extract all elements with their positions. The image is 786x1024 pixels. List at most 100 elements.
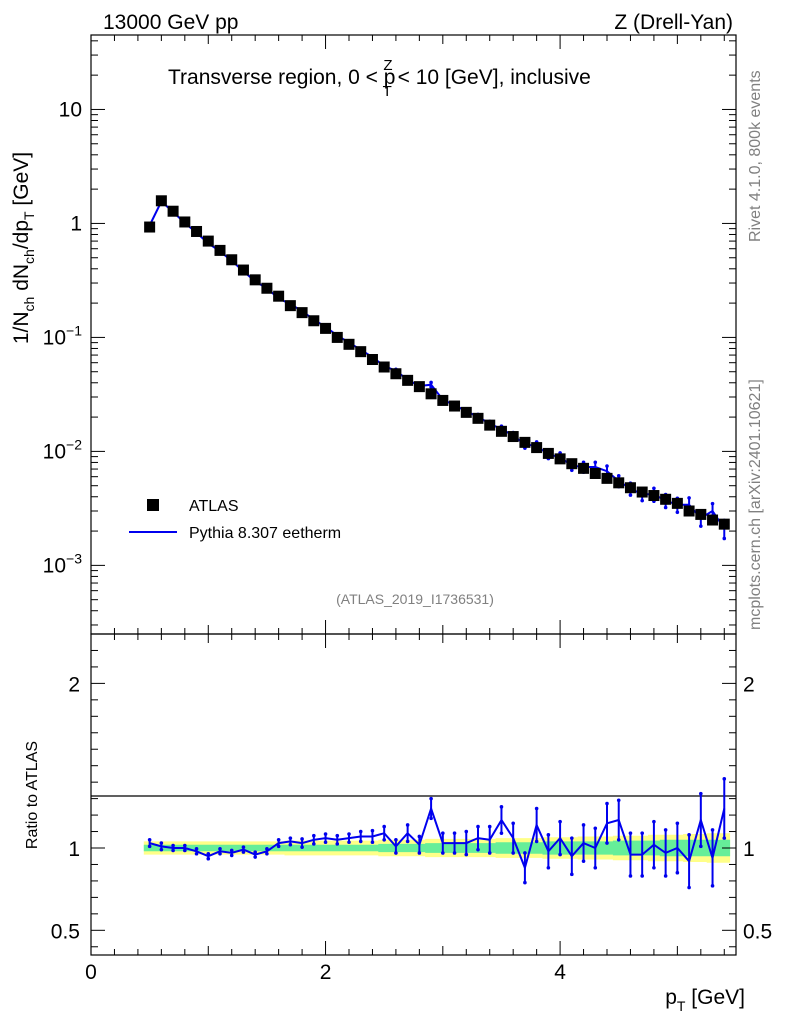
ratio-error-cap bbox=[429, 816, 433, 821]
plot-title: Transverse region, 0 < pZ T < 10 [GeV], i… bbox=[168, 57, 591, 100]
ratio-error-cap bbox=[687, 885, 691, 890]
atlas-data-point bbox=[695, 508, 707, 520]
ratio-error-cap bbox=[476, 847, 480, 852]
atlas-data-point bbox=[437, 394, 449, 406]
ratio-error-cap bbox=[499, 831, 504, 835]
y-tick-label: 10−3 bbox=[43, 550, 83, 577]
pythia-line bbox=[148, 199, 726, 530]
atlas-data-point bbox=[589, 467, 601, 479]
ratio-y-axis-label: Ratio to ATLAS bbox=[24, 741, 41, 849]
ratio-error-cap bbox=[147, 837, 152, 842]
atlas-data-point bbox=[531, 442, 543, 454]
ratio-error-cap bbox=[616, 837, 621, 842]
ratio-error-cap bbox=[429, 796, 433, 801]
ratio-error-cap bbox=[159, 847, 164, 852]
ratio-error-cap bbox=[347, 832, 351, 836]
ratio-error-cap bbox=[276, 837, 281, 842]
ratio-error-cap bbox=[265, 847, 269, 851]
atlas-data-point bbox=[554, 453, 566, 465]
ratio-error-cap bbox=[183, 848, 187, 853]
main-y-tick-labels: 10−3 10−2 10−1 1 10 bbox=[43, 98, 83, 577]
ratio-error-cap bbox=[652, 865, 656, 870]
ratio-error-cap bbox=[218, 847, 222, 851]
ratio-error-cap bbox=[417, 851, 422, 855]
ratio-error-cap bbox=[511, 821, 515, 826]
atlas-data-point bbox=[402, 374, 414, 386]
ratio-error-cap bbox=[523, 880, 527, 885]
legend: ATLAS Pythia 8.307 eetherm bbox=[129, 498, 341, 542]
ratio-error-cap bbox=[194, 851, 199, 856]
atlas-data-point bbox=[425, 388, 437, 400]
pythia-error-cap bbox=[570, 468, 574, 473]
ratio-y-tick-labels: 0.5 0.5 1 1 2 2 bbox=[51, 673, 772, 943]
ratio-error-cap bbox=[476, 824, 480, 829]
ratio-error-cap bbox=[300, 845, 304, 849]
ratio-error-cap bbox=[312, 842, 316, 846]
ratio-y-tick-label-left: 0.5 bbox=[51, 920, 80, 943]
ratio-error-cap bbox=[265, 851, 269, 856]
ratio-error-cap bbox=[370, 828, 375, 833]
atlas-data-point bbox=[495, 425, 507, 437]
atlas-data-point bbox=[636, 486, 648, 498]
header-left: 13000 GeV pp bbox=[103, 11, 238, 34]
ratio-y-tick-label-left: 1 bbox=[68, 838, 80, 861]
ratio-error-cap bbox=[405, 839, 410, 844]
atlas-data-point bbox=[460, 406, 472, 418]
ratio-error-cap bbox=[394, 851, 398, 855]
ratio-error-cap bbox=[722, 777, 727, 781]
ratio-error-cap bbox=[699, 791, 703, 796]
ratio-error-cap bbox=[605, 841, 609, 845]
atlas-data-point bbox=[296, 307, 308, 319]
pythia-error-cap bbox=[429, 385, 433, 389]
ratio-line bbox=[149, 805, 726, 871]
x-tick-labels: 0 2 4 bbox=[85, 961, 566, 984]
pythia-error-cap bbox=[722, 536, 727, 541]
atlas-data-point bbox=[378, 361, 390, 373]
ratio-error-cap bbox=[159, 841, 164, 845]
ratio-error-cap bbox=[640, 831, 644, 835]
analysis-id: (ATLAS_2019_I1736531) bbox=[336, 591, 494, 607]
x-tick-label: 4 bbox=[554, 961, 566, 984]
ratio-error-cap bbox=[382, 824, 386, 829]
atlas-data-point bbox=[542, 447, 554, 459]
atlas-data-point bbox=[707, 514, 719, 526]
ratio-error-cap bbox=[452, 851, 457, 855]
y-tick-label: 1 bbox=[70, 212, 82, 235]
atlas-data-point bbox=[519, 436, 531, 448]
ratio-error-cap bbox=[147, 844, 152, 849]
ratio-error-cap bbox=[464, 852, 469, 857]
ratio-error-cap bbox=[288, 836, 293, 840]
ratio-error-cap bbox=[171, 843, 175, 848]
ratio-error-cap bbox=[206, 856, 211, 861]
ratio-error-cap bbox=[382, 837, 386, 842]
ratio-error-cap bbox=[253, 855, 257, 859]
ratio-error-cap bbox=[570, 836, 574, 840]
y-tick-label: 10−1 bbox=[43, 322, 83, 349]
atlas-data-point bbox=[366, 354, 378, 366]
pythia-error-cap bbox=[593, 460, 598, 465]
ratio-error-cap bbox=[464, 829, 469, 834]
ratio-plot-panel: 0.5 0.5 1 1 2 2 0 2 4 Ratio to ATLAS pT [GeV] bbox=[24, 633, 772, 1014]
ratio-error-cap bbox=[710, 828, 715, 832]
atlas-data-point bbox=[284, 300, 296, 312]
ratio-error-cap bbox=[417, 834, 422, 839]
atlas-data-point bbox=[718, 518, 730, 530]
ratio-error-cap bbox=[452, 831, 457, 835]
ratio-error-cap bbox=[675, 870, 680, 875]
ratio-error-cap bbox=[534, 806, 539, 811]
ratio-error-cap bbox=[593, 865, 598, 870]
atlas-data-point bbox=[390, 368, 402, 380]
ratio-error-cap bbox=[640, 874, 644, 878]
atlas-data-point bbox=[155, 195, 167, 207]
header-right: Z (Drell-Yan) bbox=[614, 11, 733, 34]
atlas-data-point bbox=[624, 482, 636, 494]
main-frame bbox=[90, 34, 737, 635]
legend-label-atlas: ATLAS bbox=[189, 498, 239, 515]
atlas-data-point bbox=[566, 458, 578, 470]
atlas-data-point bbox=[273, 290, 285, 302]
atlas-data-point bbox=[648, 490, 660, 502]
atlas-data-point bbox=[484, 419, 496, 431]
atlas-data-point bbox=[237, 264, 249, 276]
ratio-error-cap bbox=[441, 851, 445, 855]
ratio-error-cap bbox=[335, 833, 340, 838]
